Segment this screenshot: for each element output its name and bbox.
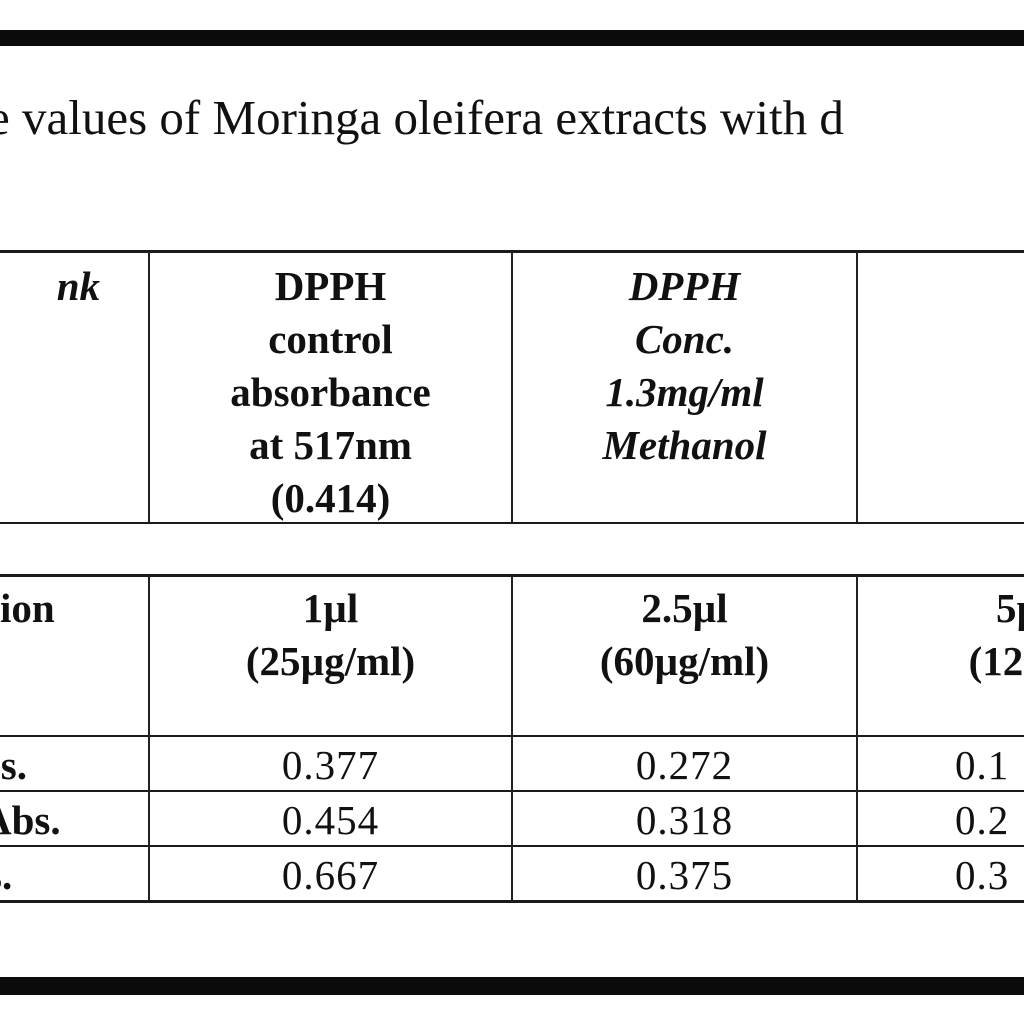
data-divider-1: [148, 576, 150, 901]
header-divider-2: [511, 252, 513, 522]
data-top-rule: [0, 574, 1024, 577]
row-2-value-1: 0.454: [281, 797, 380, 843]
conc-col-2: 2.5µl (60µg/ml): [599, 585, 770, 684]
row-2-value-3: 0.2: [955, 797, 1010, 843]
bottom-border-rule: [0, 977, 1024, 995]
concentration-row-label: ion: [0, 585, 55, 631]
dpph-control-header: DPPH control absorbance at 517nm (0.414): [230, 263, 431, 521]
row-2-value-2: 0.318: [635, 797, 734, 843]
row-3-label: s.: [0, 852, 13, 898]
table-caption: e values of Moringa oleifera extracts wi…: [0, 88, 1024, 148]
row-1-value-2: 0.272: [635, 742, 734, 788]
conc-col-1: 1µl (25µg/ml): [245, 585, 416, 684]
row-3-value-2: 0.375: [635, 852, 734, 898]
header-top-rule: [0, 250, 1024, 253]
row-1-value-1: 0.377: [281, 742, 380, 788]
corner-header-label: nk: [56, 263, 100, 309]
conc-col-3: 5µ (120µ: [968, 585, 1024, 684]
row-3-value-3: 0.3: [955, 852, 1010, 898]
dpph-conc-header: DPPH Conc. 1.3mg/ml Methanol: [602, 263, 767, 468]
header-bottom-rule: [0, 522, 1024, 524]
top-border-rule: [0, 30, 1024, 46]
header-divider-1: [148, 252, 150, 522]
row-2-label: Abs.: [0, 797, 61, 843]
data-divider-2: [511, 576, 513, 901]
header-divider-3: [856, 252, 858, 522]
row-3-value-1: 0.667: [281, 852, 380, 898]
row-1-value-3: 0.1: [955, 742, 1010, 788]
data-divider-3: [856, 576, 858, 901]
data-bottom-rule: [0, 900, 1024, 903]
caption-text: e values of Moringa oleifera extracts wi…: [0, 90, 844, 145]
row-1-label: bs.: [0, 742, 28, 788]
